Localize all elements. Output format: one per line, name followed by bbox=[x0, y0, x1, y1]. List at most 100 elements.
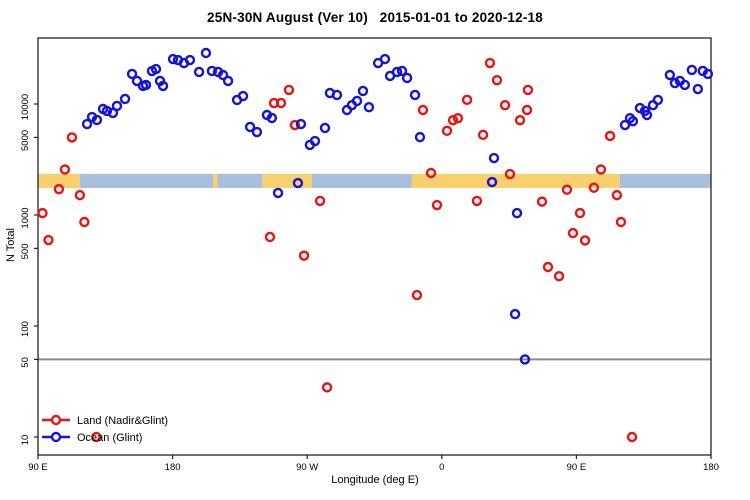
data-point-land bbox=[59, 164, 71, 175]
data-point-land bbox=[611, 189, 623, 201]
surface-band-land bbox=[212, 173, 218, 189]
data-point-ocean bbox=[251, 126, 263, 138]
data-point-ocean bbox=[486, 176, 498, 188]
data-point-land bbox=[579, 235, 591, 246]
data-point-land bbox=[425, 167, 437, 179]
data-point-ocean bbox=[193, 66, 205, 78]
data-point-land bbox=[553, 270, 565, 282]
surface-band-land bbox=[38, 173, 80, 189]
data-point-ocean bbox=[309, 135, 321, 147]
data-point-ocean bbox=[627, 115, 639, 127]
data-point-land bbox=[567, 227, 579, 239]
surface-band-ocean bbox=[311, 173, 412, 189]
data-point-land bbox=[477, 129, 489, 141]
data-point-ocean bbox=[217, 69, 229, 81]
data-point-land bbox=[499, 99, 511, 111]
data-point-land bbox=[604, 130, 616, 142]
y-axis-tick-label: 10000 bbox=[20, 94, 31, 120]
plot-border bbox=[37, 37, 712, 456]
data-point-ocean bbox=[244, 121, 256, 133]
data-point-land bbox=[264, 231, 276, 243]
data-point-land bbox=[561, 184, 573, 195]
x-axis-tick-label: 180 bbox=[165, 462, 181, 473]
data-point-land bbox=[484, 57, 496, 69]
data-point-ocean bbox=[222, 75, 234, 87]
data-point-land bbox=[441, 125, 453, 137]
y-axis-tick-label: 50 bbox=[20, 357, 31, 368]
data-point-land bbox=[66, 132, 78, 143]
data-point-ocean bbox=[409, 89, 421, 101]
data-point-land bbox=[504, 168, 516, 180]
data-point-land bbox=[275, 97, 287, 109]
surface-band-land bbox=[262, 173, 312, 189]
data-point-ocean bbox=[379, 53, 391, 65]
data-point-ocean bbox=[206, 65, 218, 77]
surface-band-land bbox=[411, 173, 620, 189]
data-point-ocean bbox=[131, 75, 143, 87]
data-point-ocean bbox=[692, 83, 704, 95]
data-point-land bbox=[91, 431, 102, 443]
data-point-ocean bbox=[295, 118, 307, 130]
data-point-land bbox=[314, 195, 326, 207]
data-point-land bbox=[522, 84, 534, 96]
data-point-ocean bbox=[363, 101, 375, 113]
data-point-land bbox=[53, 183, 65, 195]
data-point-ocean bbox=[167, 53, 179, 65]
data-point-ocean bbox=[266, 112, 278, 124]
data-point-ocean bbox=[272, 187, 284, 199]
data-point-land bbox=[321, 382, 333, 393]
legend-marker bbox=[50, 414, 62, 426]
data-point-ocean bbox=[391, 66, 403, 78]
data-point-land bbox=[574, 207, 586, 219]
data-point-ocean bbox=[319, 122, 331, 134]
data-point-ocean bbox=[488, 152, 500, 164]
surface-band-ocean bbox=[217, 173, 263, 189]
data-point-ocean bbox=[184, 54, 196, 66]
data-point-ocean bbox=[511, 207, 523, 219]
data-point-ocean bbox=[237, 90, 249, 102]
data-point-land bbox=[521, 104, 533, 116]
data-point-ocean bbox=[509, 308, 521, 320]
y-axis-tick-label: 100 bbox=[20, 321, 31, 337]
data-point-ocean bbox=[200, 47, 212, 59]
data-point-ocean bbox=[357, 85, 369, 97]
x-axis-tick-label: 90 W bbox=[296, 462, 318, 473]
data-point-land bbox=[37, 207, 48, 219]
data-point-ocean bbox=[292, 177, 304, 189]
data-point-ocean bbox=[91, 114, 103, 126]
y-axis-tick-label: 5000 bbox=[20, 130, 31, 151]
y-axis-tick-label: 10 bbox=[20, 435, 31, 446]
data-point-ocean bbox=[664, 69, 676, 81]
data-point-ocean bbox=[679, 79, 691, 91]
data-point-land bbox=[289, 119, 301, 131]
y-axis-tick-label: 500 bbox=[20, 243, 31, 259]
y-axis-tick-label: 1000 bbox=[20, 207, 31, 228]
data-point-land bbox=[283, 84, 295, 96]
data-point-land bbox=[411, 289, 423, 301]
data-point-ocean bbox=[157, 80, 169, 92]
data-point-ocean bbox=[119, 93, 131, 105]
legend-label: Ocean (Glint) bbox=[77, 432, 142, 444]
data-point-land bbox=[536, 196, 548, 207]
data-point-land bbox=[452, 112, 464, 124]
data-point-ocean bbox=[669, 77, 681, 89]
data-point-ocean bbox=[619, 119, 631, 131]
data-point-ocean bbox=[396, 65, 408, 77]
legend-label: Land (Nadir&Glint) bbox=[77, 415, 168, 427]
data-point-ocean bbox=[702, 68, 714, 80]
data-point-land bbox=[43, 234, 54, 246]
data-point-land bbox=[491, 74, 503, 86]
data-point-ocean bbox=[519, 354, 531, 365]
data-point-ocean bbox=[652, 94, 664, 106]
x-axis-label: Longitude (deg E) bbox=[331, 474, 419, 486]
x-axis-tick-label: 0 bbox=[439, 462, 444, 473]
data-point-land bbox=[595, 164, 607, 175]
data-point-land bbox=[471, 195, 483, 207]
data-point-ocean bbox=[111, 100, 123, 112]
data-point-land bbox=[626, 431, 638, 443]
legend-marker bbox=[50, 431, 62, 443]
data-point-ocean bbox=[351, 95, 363, 107]
data-point-land bbox=[588, 182, 600, 193]
data-point-ocean bbox=[641, 109, 653, 121]
data-point-land bbox=[79, 216, 90, 228]
